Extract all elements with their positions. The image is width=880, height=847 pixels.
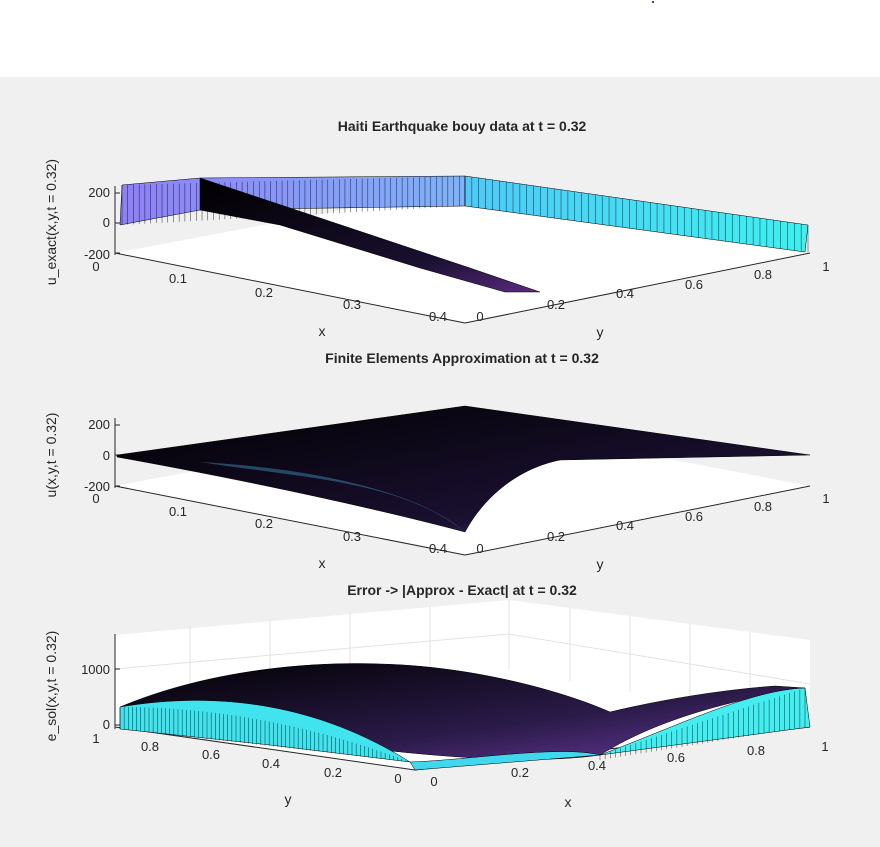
y-tick-label: 0.4: [616, 286, 634, 301]
y-axis-label: y: [597, 324, 604, 340]
z-tick-label: 0: [103, 448, 110, 463]
z-axis-label: u(x,y,t = 0.32): [43, 413, 59, 498]
surface-wall-front-right: [599, 687, 811, 756]
x-tick-label: 1: [821, 739, 828, 754]
x-axis-label: x: [565, 794, 572, 810]
x-tick-label: 0: [92, 491, 99, 506]
subplot-exact: Haiti Earthquake bouy data at t = 0.32 2…: [43, 118, 830, 340]
x-tick-label: 0.1: [169, 504, 187, 519]
surface-mesh-approx: [116, 405, 811, 533]
y-tick-label: 0.8: [754, 267, 772, 282]
x-tick-label: 0.2: [255, 285, 273, 300]
x-tick-label: 0.8: [747, 743, 765, 758]
y-tick-label: 1: [92, 731, 99, 746]
x-tick-label: 0.2: [511, 765, 529, 780]
surface-mesh-exact: [199, 177, 541, 293]
z-tick-label: -200: [84, 247, 110, 262]
z-axis-label: e_sol(x,y,t = 0.32): [43, 631, 59, 742]
z-tick-label: 200: [88, 185, 110, 200]
subplot-error: Error -> |Approx - Exact| at t = 0.32 10…: [43, 582, 829, 810]
z-tick-label: 1000: [81, 662, 110, 677]
z-tick-label: 0: [103, 215, 110, 230]
surface-wall-front-mid: [409, 751, 601, 771]
y-tick-label: 0.4: [616, 518, 634, 533]
y-tick-label: 0.8: [141, 739, 159, 754]
x-tick-label: 0: [430, 774, 437, 789]
y-axis-label: y: [597, 556, 604, 572]
subplot-approx: Finite Elements Approximation at t = 0.3…: [43, 350, 830, 572]
z-axis-label: u_exact(x,y,t = 0.32): [43, 159, 59, 285]
x-tick-label: 0.4: [429, 541, 447, 556]
y-tick-label: 0.2: [547, 297, 565, 312]
chart-title-exact: Haiti Earthquake bouy data at t = 0.32: [338, 118, 587, 134]
y-tick-label: 1: [822, 259, 829, 274]
x-tick-label-zero: 0: [92, 259, 99, 274]
y-tick-label: 0.6: [685, 277, 703, 292]
y-tick-label: 0.6: [685, 509, 703, 524]
x-axis-label: x: [319, 555, 326, 571]
wall-hatching: [119, 688, 806, 762]
x-tick-label: 0.6: [667, 750, 685, 765]
x-tick-label: 0.3: [343, 529, 361, 544]
x-tick-label: 0.1: [169, 271, 187, 286]
x-tick-label: 0.2: [255, 516, 273, 531]
y-tick-label: 0: [394, 771, 401, 786]
cursor-dot: [652, 1, 654, 3]
y-tick-label: 0: [476, 541, 483, 556]
y-tick-label: 0.6: [202, 747, 220, 762]
y-tick-label: 1: [822, 491, 829, 506]
z-tick-label: 200: [88, 417, 110, 432]
y-tick-label: 0.4: [262, 756, 280, 771]
y-tick-label: 0.8: [754, 499, 772, 514]
page-header-strip: [0, 0, 880, 77]
z-tick-label: -200: [84, 479, 110, 494]
y-tick-label: 0.2: [547, 529, 565, 544]
z-tick-label: 0: [103, 717, 110, 732]
x-axis-label: x: [319, 323, 326, 339]
x-tick-label: 0.4: [429, 309, 447, 324]
y-axis-label: y: [285, 791, 292, 807]
chart-title-approx: Finite Elements Approximation at t = 0.3…: [325, 350, 599, 366]
x-tick-label: 0.4: [588, 758, 606, 773]
x-tick-label: 0.3: [343, 297, 361, 312]
chart-title-error: Error -> |Approx - Exact| at t = 0.32: [347, 582, 577, 598]
y-tick-label: 0.2: [324, 765, 342, 780]
y-tick-label: 0: [476, 309, 483, 324]
